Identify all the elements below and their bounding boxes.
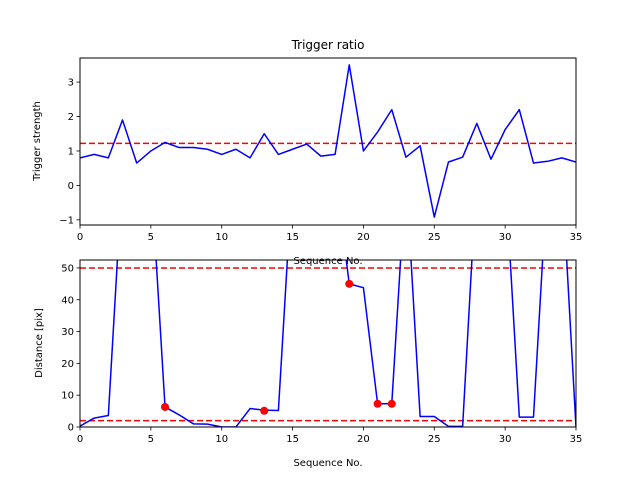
series-line [80, 260, 576, 427]
y-axis-ticks: 0 10 20 30 40 50 [61, 263, 80, 434]
y-axis-ticks: −1 0 1 2 3 [59, 78, 80, 226]
y-tick-label: −1 [59, 215, 74, 226]
axes-frame [79, 57, 577, 226]
data-point-marker [345, 279, 354, 288]
plot-area [80, 64, 576, 218]
y-tick-label: 0 [68, 423, 74, 434]
data-point-marker [161, 402, 170, 411]
x-tick-label: 15 [286, 232, 299, 243]
data-point-marker [373, 399, 382, 408]
y-tick-label: 0 [68, 181, 74, 192]
data-point-marker [387, 399, 396, 408]
x-axis-ticks: 0 5 10 15 20 25 30 35 [77, 427, 583, 445]
y-tick-label: 3 [68, 78, 74, 89]
x-tick-label: 0 [77, 232, 83, 243]
y-axis-label: Trigger strength [32, 101, 43, 182]
x-tick-label: 5 [148, 434, 154, 445]
x-tick-label: 35 [570, 434, 583, 445]
y-tick-label: 50 [61, 263, 74, 274]
x-axis-ticks: 0 5 10 15 20 25 30 35 [77, 225, 583, 243]
y-tick-label: 40 [61, 295, 74, 306]
x-tick-label: 30 [499, 434, 512, 445]
x-tick-label: 10 [215, 434, 228, 445]
x-tick-label: 35 [570, 232, 583, 243]
y-tick-label: 2 [68, 112, 74, 123]
x-axis-label: Sequence No. [293, 256, 362, 267]
y-tick-label: 30 [61, 327, 74, 338]
plot-area [80, 260, 576, 427]
x-tick-label: 10 [215, 232, 228, 243]
data-point-marker [260, 406, 269, 415]
x-tick-label: 20 [357, 434, 370, 445]
x-tick-label: 15 [286, 434, 299, 445]
x-tick-label: 5 [148, 232, 154, 243]
y-tick-label: 1 [68, 146, 74, 157]
chart-title: Trigger ratio [291, 38, 365, 52]
x-tick-label: 25 [428, 232, 441, 243]
x-tick-label: 20 [357, 232, 370, 243]
axes-frame [79, 259, 577, 428]
x-axis-label: Sequence No. [293, 458, 362, 469]
y-axis-label: Distance [pix] [34, 308, 45, 378]
series-line [80, 64, 576, 218]
y-tick-label: 10 [61, 391, 74, 402]
y-tick-label: 20 [61, 359, 74, 370]
x-tick-label: 0 [77, 434, 83, 445]
x-tick-label: 25 [428, 434, 441, 445]
x-tick-label: 30 [499, 232, 512, 243]
